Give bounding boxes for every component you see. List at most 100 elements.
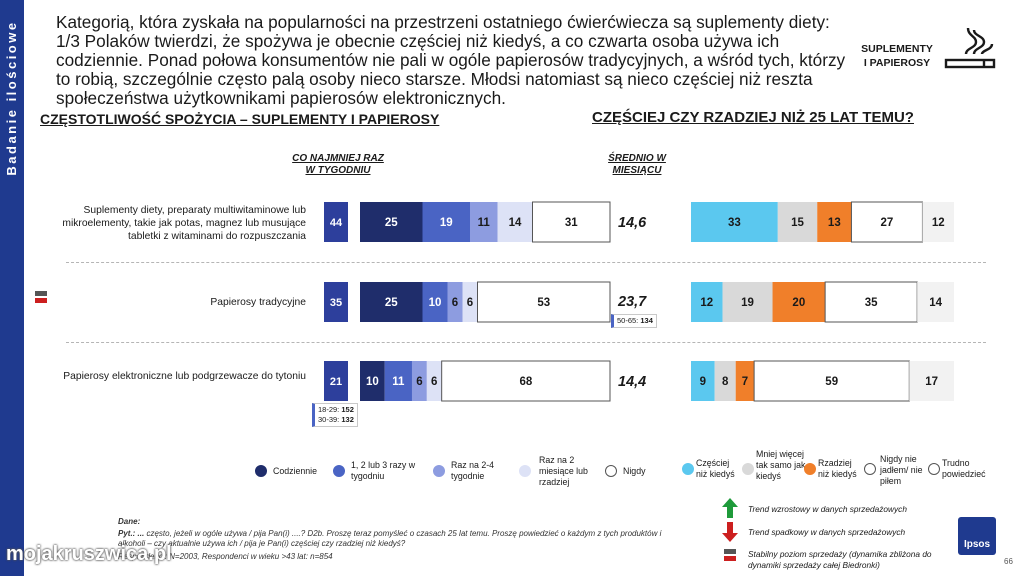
subgroup-row: 30-39: 132 [318, 415, 354, 425]
frequency-data-label: 10 [429, 297, 442, 309]
subgroup-label: 30-39: [318, 415, 340, 424]
trend-down-icon [722, 522, 738, 542]
legend-label: Rzadziej niż kiedyś [818, 458, 857, 479]
legend-frequency: Codziennie 1, 2 lub 3 razy w tygodniu Ra… [255, 455, 665, 495]
trend-data-label: 14 [929, 297, 942, 309]
subgroup-value: 152 [341, 405, 354, 414]
frequency-bar-segment [447, 282, 463, 322]
frequency-bar-segment [462, 282, 478, 322]
row-separator [66, 342, 986, 343]
trend-data-label: 33 [728, 217, 741, 229]
frequency-data-label: 25 [385, 297, 398, 309]
frequency-data-label: 6 [452, 297, 458, 309]
weekly-header-line-2: W TYGODNIU [305, 165, 371, 176]
frequency-bar-segment [426, 361, 442, 401]
stable-icon [724, 549, 736, 563]
frequency-bar-segment [532, 201, 611, 243]
legend-swatch [742, 463, 754, 475]
trend-bar-segment [824, 281, 918, 323]
frequency-data-label: 6 [431, 376, 437, 388]
frequency-data-label: 19 [440, 217, 453, 229]
trend-data-label: 8 [722, 376, 729, 388]
page-number: 66 [1004, 557, 1013, 566]
weekly-total-label: 21 [330, 376, 342, 388]
trend-bar-segment [817, 202, 852, 242]
notes-question-text: często, jeżeli w ogóle używa / pija Pan(… [118, 529, 662, 548]
notes-base: Respondenci: N=2003, Respondenci w wieku… [118, 552, 674, 562]
trend-bar-segment [691, 361, 715, 401]
subgroup-value: 134 [640, 316, 653, 325]
notes-base-prefix: Respondenci: [118, 552, 167, 561]
trend-data-label: 59 [825, 376, 838, 388]
notes-data-label: Dane: [118, 517, 141, 526]
watermark: mojakruszwica.pl [6, 543, 172, 565]
legend-swatch [255, 465, 267, 477]
trend-data-label: 12 [932, 217, 945, 229]
badge-line-2: I PAPIEROSY [863, 57, 931, 69]
notes-question-prefix: Pyt.: ... [118, 529, 145, 538]
legend-label: Raz na 2-4 tygodnie [451, 460, 495, 481]
weekly-total-box [324, 202, 348, 242]
frequency-data-label: 11 [392, 376, 405, 388]
frequency-data-label: 25 [385, 217, 398, 229]
trend-bar-segment [850, 201, 923, 243]
weekly-total-box [324, 361, 348, 401]
trend-bar-segment [722, 282, 773, 322]
frequency-bar-segment [360, 282, 423, 322]
legend-swatch [519, 465, 531, 477]
legend-label: Nigdy nie jadłem/ nie piłem [880, 454, 923, 486]
avg-value-cigarettes: 23,7 [618, 294, 647, 310]
trend-bar-segment [714, 361, 736, 401]
frequency-bar-segment [360, 202, 423, 242]
notes-base-text: N=2003, Respondenci w wieku >43 lat: n=8… [169, 552, 333, 561]
weekly-total-label: 44 [330, 217, 343, 229]
legend-label: Codziennie [273, 466, 318, 476]
trend-bar-segment [917, 282, 954, 322]
trend-data-label: 19 [741, 297, 754, 309]
subgroup-row: 18-29: 152 [318, 405, 354, 415]
trend-up-label: Trend wzrostowy w danych sprzedażowych [748, 504, 907, 514]
legend-label: Raz na 2 miesiące lub rzadziej [539, 455, 588, 487]
trend-data-label: 27 [881, 217, 894, 229]
legend-swatch [605, 465, 617, 477]
ipsos-logo-text: Ipsos [963, 539, 991, 550]
stable-trend-icon [35, 291, 47, 305]
frequency-bar-segment [441, 360, 611, 402]
intro-text: Kategorią, która zyskała na popularności… [56, 12, 846, 108]
frequency-bar-segment [422, 282, 448, 322]
frequency-data-label: 68 [519, 376, 532, 388]
frequency-data-label: 31 [565, 217, 578, 229]
legend-swatch [682, 463, 694, 475]
frequency-bar-segment [470, 202, 498, 242]
trend-bar-segment [909, 361, 954, 401]
legend-label: Trudno powiedzieć [942, 458, 986, 479]
trend-data-label: 9 [700, 376, 706, 388]
weekly-total-box [324, 282, 348, 322]
trend-bar-segment [772, 282, 826, 322]
frequency-bar-segment [411, 361, 427, 401]
legend-trend: Częściej niż kiedyś Mniej więcej tak sam… [682, 449, 1012, 497]
trend-data-label: 13 [828, 217, 841, 229]
legend-label: Nigdy [623, 466, 646, 476]
legend-swatch [928, 463, 940, 475]
legend-label: Mniej więcej tak samo jak kiedyś [756, 449, 806, 481]
row-label-cigarettes: Papierosy tradycyjne [210, 297, 306, 308]
avg-header-line-2: MIESIĄCU [612, 165, 662, 176]
cigarette-smoke-icon [944, 27, 996, 69]
trend-data-label: 35 [865, 297, 878, 309]
frequency-bar-segment [497, 202, 533, 242]
trend-data-label: 7 [742, 376, 748, 388]
frequency-data-label: 6 [416, 376, 422, 388]
category-badge: SUPLEMENTY I PAPIEROSY [852, 42, 942, 70]
trend-data-label: 12 [700, 297, 713, 309]
frequency-bar-segment [477, 281, 611, 323]
trend-bar-segment [735, 361, 755, 401]
weekly-total-label: 35 [330, 297, 342, 309]
legend-swatch [804, 463, 816, 475]
subgroup-label: 18-29: [318, 405, 340, 414]
trend-data-label: 15 [791, 217, 804, 229]
row-label-ecigarettes: Papierosy elektroniczne lub podgrzewacze… [63, 371, 306, 382]
trend-bar-segment [777, 202, 818, 242]
subgroup-label: 50-65: [617, 316, 639, 325]
